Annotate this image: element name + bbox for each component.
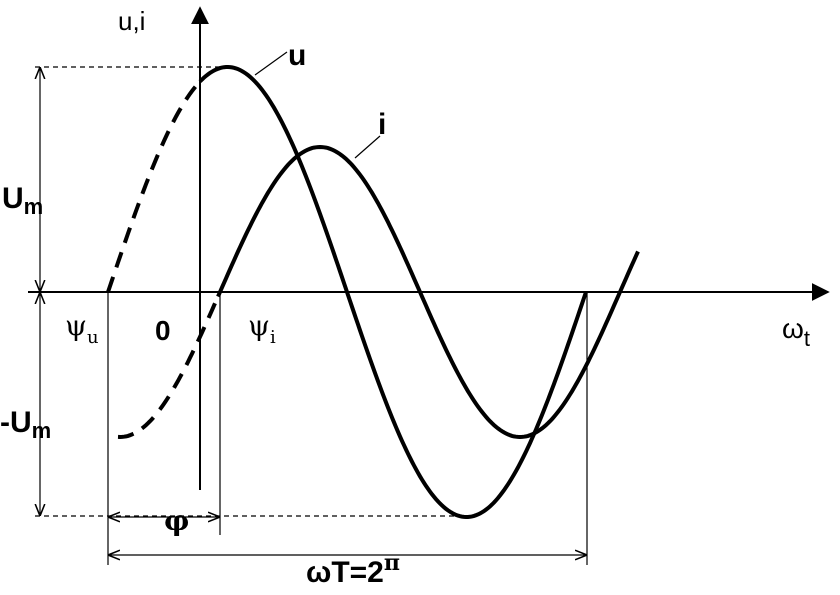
period-main: ωT=2 [306, 556, 384, 589]
period-sup: π [384, 550, 400, 576]
max-label: Um [2, 182, 43, 219]
min-label: -Um [0, 406, 51, 443]
psi-i-main: ψ [248, 309, 270, 342]
i-leader [354, 135, 381, 159]
axes [28, 6, 830, 490]
psi-u-label: ψu [65, 309, 99, 348]
x-label-main: ω [782, 313, 804, 344]
u-label: u [288, 39, 306, 72]
period-label: ωT=2π [306, 550, 400, 589]
u-curve-dashed [106, 80, 202, 293]
i-label: i [378, 108, 386, 141]
y-axis-label: u,i [118, 6, 145, 36]
i-curve [216, 144, 640, 440]
min-sub: m [32, 418, 52, 443]
psi-i-label: ψi [248, 309, 276, 348]
psi-u-sub: u [87, 327, 99, 348]
u-curve [198, 65, 588, 519]
max-main: U [2, 182, 24, 215]
x-label-sub: t [804, 326, 810, 351]
i-curve-dashed [117, 300, 218, 440]
psi-i-sub: i [270, 327, 276, 348]
u-leader [254, 51, 288, 76]
min-main: -U [0, 406, 32, 439]
psi-u-main: ψ [65, 309, 87, 342]
x-axis-label: ωt [782, 313, 810, 351]
curves [106, 65, 640, 519]
dimensions [35, 51, 588, 565]
origin-label: 0 [155, 315, 171, 346]
phase-label: φ [164, 504, 189, 537]
max-sub: m [24, 194, 44, 219]
